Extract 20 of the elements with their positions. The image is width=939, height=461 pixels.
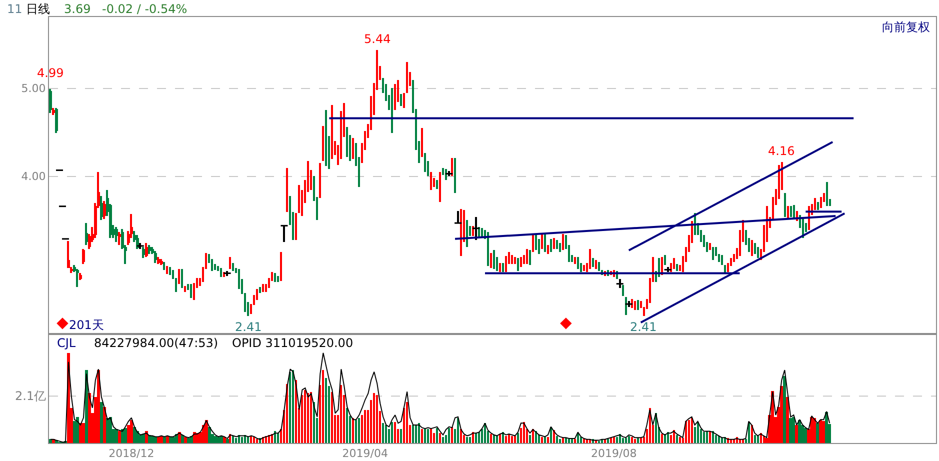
annotation: 2.41	[235, 320, 262, 334]
x-tick-label: 2019/08	[591, 447, 637, 460]
y-tick-label: 5.00	[21, 82, 46, 96]
text: 3.69	[64, 2, 91, 16]
x-tick-label: 2018/12	[108, 447, 154, 460]
annotation: 4.99	[37, 66, 64, 80]
x-tick-label: 2019/04	[342, 447, 388, 460]
y-tick-label: 4.00	[21, 170, 46, 184]
annotation: 向前复权	[882, 20, 930, 34]
text: 日线	[26, 2, 50, 16]
annotation: 4.16	[768, 144, 795, 158]
text: 84227984.00(47:53)	[94, 336, 218, 350]
ref-line-label: 2.1亿	[15, 389, 46, 403]
text: CJL	[57, 336, 76, 350]
text: OPID 311019520.00	[232, 336, 354, 350]
annotation: 201天	[69, 318, 104, 332]
text: -0.02 / -0.54%	[102, 2, 188, 16]
annotation: 2.41	[630, 320, 657, 334]
text: 11	[7, 2, 22, 16]
annotation: 5.44	[364, 32, 391, 46]
